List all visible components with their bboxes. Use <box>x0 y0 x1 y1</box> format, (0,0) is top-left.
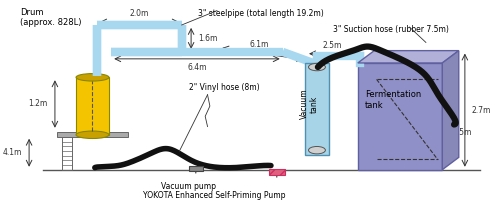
Text: Fermentation
tank: Fermentation tank <box>365 90 421 110</box>
Text: Vacuum
tank: Vacuum tank <box>300 89 319 119</box>
Text: 2.5m: 2.5m <box>322 41 342 50</box>
FancyBboxPatch shape <box>269 169 285 175</box>
FancyBboxPatch shape <box>189 166 203 171</box>
Text: 1.5m: 1.5m <box>452 128 471 137</box>
FancyBboxPatch shape <box>76 77 109 135</box>
Polygon shape <box>358 51 459 63</box>
FancyBboxPatch shape <box>57 132 128 137</box>
Text: 3" Suction hose (rubber 7.5m): 3" Suction hose (rubber 7.5m) <box>333 25 448 34</box>
Text: 1.6m: 1.6m <box>198 34 217 43</box>
Circle shape <box>308 63 325 71</box>
Text: Drum
(approx. 828L): Drum (approx. 828L) <box>20 7 81 27</box>
Text: 2.7m: 2.7m <box>472 106 492 115</box>
FancyBboxPatch shape <box>358 63 443 170</box>
Text: 1.2m: 1.2m <box>29 99 48 109</box>
Text: 2" Vinyl hose (8m): 2" Vinyl hose (8m) <box>189 83 259 92</box>
Text: 4.1m: 4.1m <box>2 148 22 157</box>
Circle shape <box>308 146 325 154</box>
Polygon shape <box>443 51 459 170</box>
Ellipse shape <box>76 131 109 139</box>
Text: Vacuum pump: Vacuum pump <box>161 182 216 191</box>
Text: 6.1m: 6.1m <box>249 40 269 49</box>
Text: 6.4m: 6.4m <box>187 63 207 72</box>
Text: 2.0m: 2.0m <box>130 9 149 18</box>
Text: YOKOTA Enhanced Self-Priming Pump: YOKOTA Enhanced Self-Priming Pump <box>144 191 286 200</box>
Ellipse shape <box>76 74 109 81</box>
Text: 3" steelpipe (total length 19.2m): 3" steelpipe (total length 19.2m) <box>198 9 324 17</box>
FancyBboxPatch shape <box>305 63 329 155</box>
